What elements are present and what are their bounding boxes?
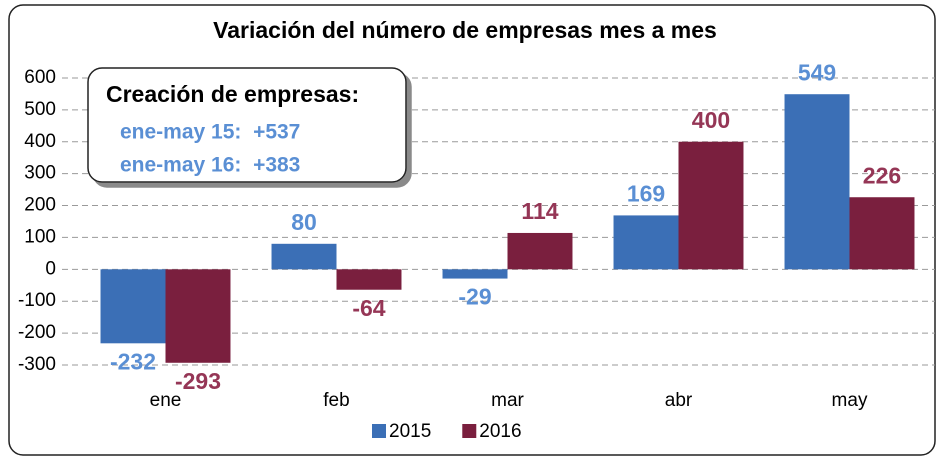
x-tick-label: feb xyxy=(323,390,349,411)
x-tick-label: may xyxy=(832,390,868,411)
y-tick-label: -300 xyxy=(18,354,56,375)
y-tick-label: -100 xyxy=(18,290,56,311)
data-label: 549 xyxy=(798,59,836,85)
bar xyxy=(678,141,744,270)
y-tick-label: 500 xyxy=(24,99,56,120)
data-label: 400 xyxy=(692,107,730,133)
x-tick-label: abr xyxy=(665,390,693,411)
legend: 2015 2016 xyxy=(372,421,522,442)
data-label: -64 xyxy=(352,295,385,321)
legend-label: 2015 xyxy=(389,421,431,442)
x-tick-label: ene xyxy=(150,390,182,411)
bar xyxy=(100,269,166,344)
y-tick-label: 100 xyxy=(24,226,56,247)
data-label: -293 xyxy=(175,368,221,394)
bar xyxy=(613,215,679,270)
data-label: 169 xyxy=(627,180,665,206)
bar xyxy=(336,269,402,290)
legend-swatch xyxy=(372,424,386,438)
data-label: -232 xyxy=(110,348,156,374)
annotation-box: Creación de empresas: ene-may 15: +537 e… xyxy=(87,67,407,183)
y-tick-label: 400 xyxy=(24,131,56,152)
chart-title: Variación del número de empresas mes a m… xyxy=(213,17,717,43)
bar xyxy=(165,269,231,363)
legend-swatch xyxy=(462,424,477,438)
annotation-line: ene-may 15: +537 xyxy=(120,121,300,144)
data-label: 80 xyxy=(291,209,317,235)
y-tick-label: 600 xyxy=(24,67,56,88)
bar xyxy=(442,269,508,279)
y-tick-label: -200 xyxy=(18,322,56,343)
y-tick-label: 300 xyxy=(24,163,56,184)
y-tick-label: 200 xyxy=(24,195,56,216)
bar xyxy=(507,232,573,270)
annotation-title: Creación de empresas: xyxy=(106,81,359,107)
bar xyxy=(849,197,915,270)
data-label: 226 xyxy=(863,162,901,188)
y-tick-label: 0 xyxy=(45,258,56,279)
data-label: -29 xyxy=(458,284,491,310)
annotation-line: ene-may 16: +383 xyxy=(120,154,300,177)
x-tick-label: mar xyxy=(491,390,524,411)
data-label: 114 xyxy=(521,198,558,224)
bar xyxy=(271,243,337,270)
bar xyxy=(784,94,850,270)
annotation-frame xyxy=(87,67,407,183)
legend-label: 2016 xyxy=(479,421,521,442)
